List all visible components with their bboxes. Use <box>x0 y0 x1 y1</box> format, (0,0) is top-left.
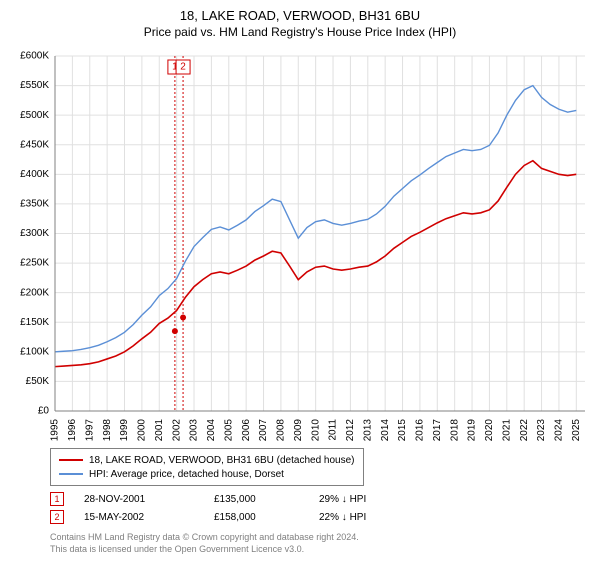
legend-label: HPI: Average price, detached house, Dors… <box>89 469 284 480</box>
event-row: 1 28-NOV-2001£135,00029% ↓ HPI <box>50 490 409 508</box>
x-tick-label: 2005 <box>223 419 234 442</box>
event-row-number: 1 <box>50 492 64 506</box>
x-tick-label: 2015 <box>397 419 408 442</box>
event-row: 2 15-MAY-2002£158,00022% ↓ HPI <box>50 508 409 526</box>
x-tick-label: 1997 <box>84 419 95 442</box>
x-tick-label: 2016 <box>415 419 426 442</box>
legend-swatch <box>59 459 83 461</box>
x-tick-label: 2001 <box>154 419 165 442</box>
event-price: £158,000 <box>214 512 319 523</box>
event-date: 28-NOV-2001 <box>84 494 214 505</box>
x-tick-label: 2006 <box>241 419 252 442</box>
y-tick-label: £600K <box>20 51 49 62</box>
x-tick-label: 2020 <box>484 419 495 442</box>
y-tick-label: £500K <box>20 110 49 121</box>
chart-title: 18, LAKE ROAD, VERWOOD, BH31 6BU <box>0 8 600 23</box>
x-tick-label: 2002 <box>171 419 182 442</box>
legend-swatch <box>59 473 83 475</box>
y-tick-label: £50K <box>26 376 50 387</box>
x-tick-label: 2018 <box>449 419 460 442</box>
x-tick-label: 2004 <box>206 419 217 442</box>
footer-line-1: Contains HM Land Registry data © Crown c… <box>50 532 359 544</box>
x-tick-label: 2023 <box>536 419 547 442</box>
x-tick-label: 1998 <box>102 419 113 442</box>
legend-item: HPI: Average price, detached house, Dors… <box>59 467 355 481</box>
x-tick-label: 2000 <box>137 419 148 442</box>
x-tick-label: 2009 <box>293 419 304 442</box>
event-row-number: 2 <box>50 510 64 524</box>
y-tick-label: £300K <box>20 228 49 239</box>
y-tick-label: £400K <box>20 169 49 180</box>
y-tick-label: £150K <box>20 317 49 328</box>
legend-label: 18, LAKE ROAD, VERWOOD, BH31 6BU (detach… <box>89 455 355 466</box>
event-marker-number: 2 <box>180 62 186 73</box>
x-tick-label: 2014 <box>380 419 391 442</box>
chart-plot-area: £0£50K£100K£150K£200K£250K£300K£350K£400… <box>55 56 585 411</box>
x-tick-label: 2025 <box>571 419 582 442</box>
event-delta: 29% ↓ HPI <box>319 494 409 505</box>
x-tick-label: 2008 <box>276 419 287 442</box>
x-tick-label: 2007 <box>258 419 269 442</box>
x-tick-label: 1999 <box>119 419 130 442</box>
footer-attribution: Contains HM Land Registry data © Crown c… <box>50 532 359 555</box>
y-tick-label: £200K <box>20 287 49 298</box>
y-tick-label: £250K <box>20 258 49 269</box>
x-tick-label: 2021 <box>501 419 512 442</box>
event-date: 15-MAY-2002 <box>84 512 214 523</box>
x-tick-label: 2017 <box>432 419 443 442</box>
y-tick-label: £550K <box>20 80 49 91</box>
event-delta: 22% ↓ HPI <box>319 512 409 523</box>
footer-line-2: This data is licensed under the Open Gov… <box>50 544 359 556</box>
x-tick-label: 2003 <box>189 419 200 442</box>
x-tick-label: 2011 <box>328 419 339 441</box>
y-tick-label: £0 <box>38 406 50 417</box>
chart-svg: £0£50K£100K£150K£200K£250K£300K£350K£400… <box>55 56 585 411</box>
y-tick-label: £100K <box>20 346 49 357</box>
y-tick-label: £450K <box>20 139 49 150</box>
x-tick-label: 2010 <box>310 419 321 442</box>
event-point <box>180 315 186 321</box>
legend: 18, LAKE ROAD, VERWOOD, BH31 6BU (detach… <box>50 448 364 486</box>
x-tick-label: 2019 <box>467 419 478 442</box>
x-tick-label: 2013 <box>362 419 373 442</box>
chart-container: 18, LAKE ROAD, VERWOOD, BH31 6BU Price p… <box>0 8 600 568</box>
x-tick-label: 2024 <box>554 419 565 442</box>
x-tick-label: 2022 <box>519 419 530 442</box>
events-table: 1 28-NOV-2001£135,00029% ↓ HPI 2 15-MAY-200… <box>50 490 409 526</box>
legend-item: 18, LAKE ROAD, VERWOOD, BH31 6BU (detach… <box>59 453 355 467</box>
chart-subtitle: Price paid vs. HM Land Registry's House … <box>0 25 600 39</box>
x-tick-label: 2012 <box>345 419 356 442</box>
y-tick-label: £350K <box>20 199 49 210</box>
x-tick-label: 1996 <box>67 419 78 442</box>
x-tick-label: 1995 <box>50 419 61 442</box>
event-price: £135,000 <box>214 494 319 505</box>
event-point <box>172 328 178 334</box>
